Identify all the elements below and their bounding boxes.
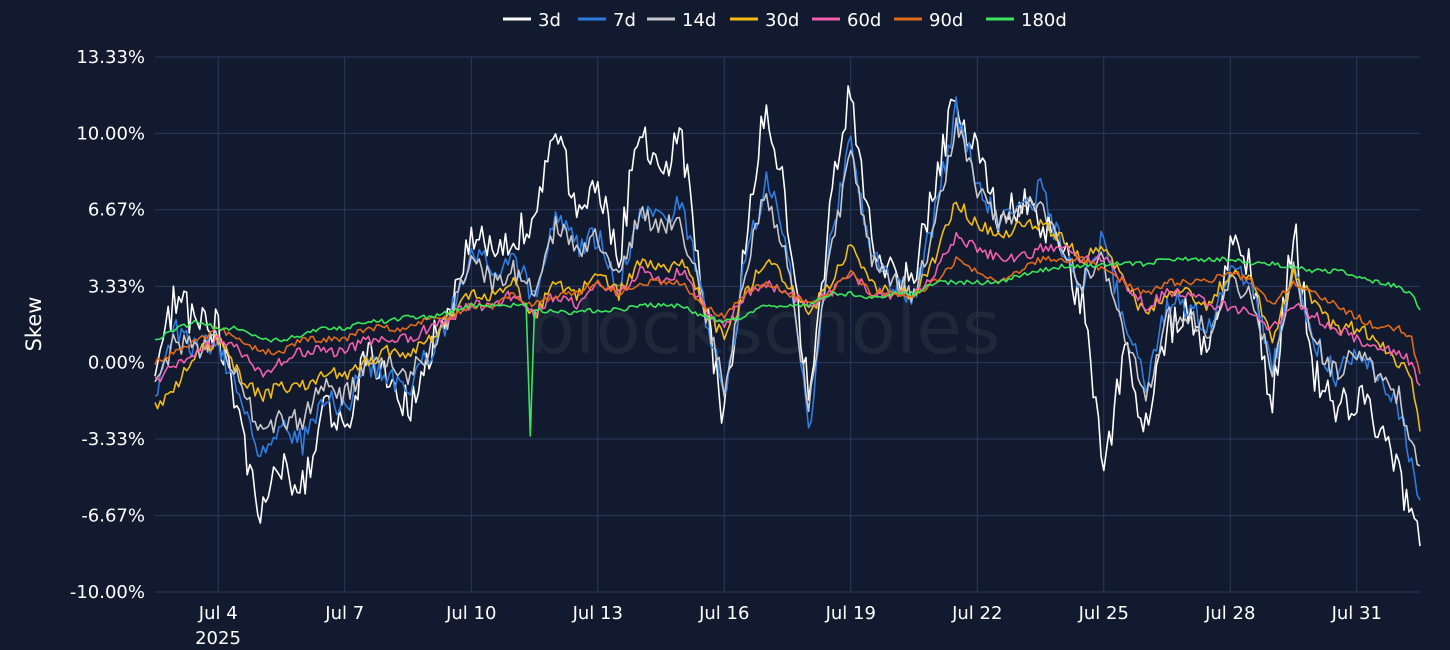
x-tick-label: Jul 25: [1078, 603, 1129, 624]
x-tick-label: Jul 7: [324, 603, 364, 624]
x-axis-ticks: Jul 4 Jul 7 Jul 10 Jul 13 Jul 16 Jul 19 Jul 22…: [198, 603, 1382, 624]
legend-label: 60d: [847, 10, 881, 31]
legend-item-60d[interactable]: 60d: [812, 10, 881, 31]
y-tick-label: -10.00%: [70, 582, 145, 603]
series-line-30d: [154, 201, 1421, 432]
series-lines: [154, 85, 1421, 547]
legend[interactable]: 3d 7d 14d 30d 60d 90d 180d: [503, 10, 1067, 31]
legend-item-3d[interactable]: 3d: [503, 10, 561, 31]
y-tick-label: 0.00%: [88, 353, 145, 374]
series-line-3d: [154, 85, 1421, 547]
x-axis-year-label: 2025: [195, 628, 241, 649]
y-tick-label: 10.00%: [76, 123, 145, 144]
y-tick-label: 3.33%: [88, 276, 145, 297]
legend-label: 30d: [765, 10, 799, 31]
x-tick-label: Jul 28: [1204, 603, 1255, 624]
x-tick-label: Jul 22: [951, 603, 1002, 624]
x-tick-label: Jul 16: [698, 603, 749, 624]
series-line-7d: [154, 96, 1421, 501]
y-tick-label: 13.33%: [76, 47, 145, 68]
legend-label: 7d: [613, 10, 636, 31]
x-tick-label: Jul 4: [198, 603, 238, 624]
y-axis-title: Skew: [22, 297, 46, 352]
y-axis-ticks: 13.33% 10.00% 6.67% 3.33% 0.00% -3.33% -6.67% -…: [70, 47, 145, 603]
legend-item-180d[interactable]: 180d: [986, 10, 1067, 31]
legend-label: 180d: [1021, 10, 1067, 31]
y-tick-label: 6.67%: [88, 200, 145, 221]
y-tick-label: -3.33%: [81, 429, 145, 450]
legend-item-90d[interactable]: 90d: [894, 10, 963, 31]
y-tick-label: -6.67%: [81, 506, 145, 527]
series-line-90d: [154, 255, 1421, 375]
grid: [155, 56, 1420, 593]
x-tick-label: Jul 10: [445, 603, 496, 624]
x-tick-label: Jul 19: [825, 603, 876, 624]
x-tick-label: Jul 31: [1331, 603, 1382, 624]
x-tick-label: Jul 13: [572, 603, 623, 624]
legend-item-14d[interactable]: 14d: [647, 10, 716, 31]
legend-label: 90d: [929, 10, 963, 31]
series-line-180d: [154, 256, 1421, 437]
legend-item-30d[interactable]: 30d: [730, 10, 799, 31]
legend-label: 14d: [682, 10, 716, 31]
legend-item-7d[interactable]: 7d: [578, 10, 636, 31]
legend-label: 3d: [538, 10, 561, 31]
watermark: blockscholes: [528, 285, 1000, 371]
